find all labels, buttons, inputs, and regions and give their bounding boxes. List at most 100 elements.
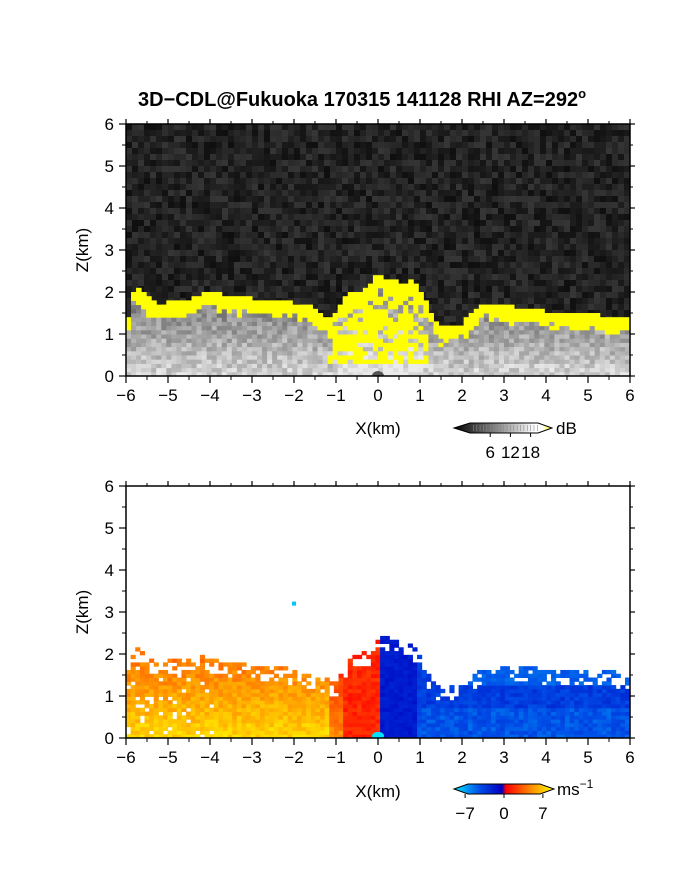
reflectivity-noise-cell: [174, 268, 180, 274]
reflectivity-noise-cell: [354, 130, 360, 136]
reflectivity-noise-cell: [510, 274, 516, 280]
reflectivity-noise-cell: [246, 220, 252, 226]
reflectivity-cell: [141, 317, 147, 322]
reflectivity-noise-cell: [210, 214, 216, 220]
reflectivity-noise-cell: [282, 202, 288, 208]
reflectivity-noise-cell: [576, 256, 582, 262]
reflectivity-cell: [403, 321, 409, 327]
reflectivity-cell: [463, 346, 470, 352]
reflectivity-noise-cell: [438, 220, 444, 226]
reflectivity-cell: [393, 304, 399, 310]
reflectivity-cell: [357, 355, 364, 360]
reflectivity-cell: [342, 321, 349, 327]
reflectivity-noise-cell: [504, 148, 510, 154]
reflectivity-cell: [347, 308, 354, 314]
reflectivity-noise-cell: [234, 244, 240, 250]
reflectivity-cell: [307, 325, 313, 331]
reflectivity-noise-cell: [336, 274, 342, 280]
reflectivity-noise-cell: [318, 208, 324, 214]
reflectivity-noise-cell: [396, 166, 402, 172]
reflectivity-cell: [448, 350, 455, 356]
reflectivity-noise-cell: [504, 250, 510, 256]
reflectivity-noise-cell: [492, 172, 498, 178]
reflectivity-noise-cell: [522, 196, 528, 202]
reflectivity-noise-cell: [360, 160, 366, 166]
reflectivity-noise-cell: [588, 178, 594, 184]
reflectivity-cell: [383, 329, 389, 335]
reflectivity-noise-cell: [432, 130, 438, 136]
reflectivity-noise-cell: [306, 202, 312, 208]
reflectivity-cell: [166, 321, 172, 327]
reflectivity-cell: [156, 308, 162, 314]
reflectivity-noise-cell: [138, 202, 144, 208]
reflectivity-noise-cell: [300, 130, 306, 136]
reflectivity-cell: [131, 346, 137, 352]
reflectivity-cell: [166, 334, 172, 339]
reflectivity-noise-cell: [624, 274, 630, 280]
reflectivity-cell: [388, 317, 394, 322]
reflectivity-cell: [176, 371, 182, 376]
reflectivity-noise-cell: [468, 214, 474, 220]
reflectivity-cell: [483, 342, 490, 348]
reflectivity-cell: [257, 371, 263, 376]
reflectivity-noise-cell: [270, 184, 276, 190]
reflectivity-cell: [231, 317, 238, 322]
reflectivity-cell: [428, 355, 434, 360]
reflectivity-cell: [478, 334, 485, 339]
reflectivity-noise-cell: [594, 178, 600, 184]
reflectivity-noise-cell: [558, 160, 564, 166]
reflectivity-cell: [372, 304, 379, 310]
reflectivity-cell: [337, 367, 344, 373]
reflectivity-noise-cell: [210, 280, 216, 286]
reflectivity-cell: [478, 367, 485, 373]
reflectivity-cell: [252, 313, 258, 318]
reflectivity-cell: [211, 355, 218, 360]
reflectivity-noise-cell: [408, 160, 414, 166]
reflectivity-noise-cell: [348, 124, 354, 130]
reflectivity-noise-cell: [390, 154, 396, 160]
reflectivity-cell: [236, 308, 243, 314]
reflectivity-noise-cell: [228, 208, 234, 214]
reflectivity-cell: [277, 346, 283, 352]
reflectivity-noise-cell: [438, 250, 444, 256]
reflectivity-cell: [403, 325, 409, 331]
reflectivity-cell: [423, 313, 429, 318]
reflectivity-cell: [463, 359, 470, 364]
reflectivity-noise-cell: [216, 214, 222, 220]
reflectivity-cell: [529, 346, 535, 352]
reflectivity-noise-cell: [450, 256, 456, 262]
reflectivity-noise-cell: [498, 196, 504, 202]
reflectivity-noise-cell: [126, 310, 132, 316]
reflectivity-cell: [196, 300, 203, 306]
reflectivity-noise-cell: [546, 238, 552, 244]
reflectivity-noise-cell: [168, 166, 174, 172]
reflectivity-cell: [246, 313, 253, 318]
reflectivity-cell: [186, 313, 193, 318]
reflectivity-noise-cell: [384, 238, 390, 244]
reflectivity-cell: [287, 371, 293, 376]
reflectivity-noise-cell: [222, 244, 228, 250]
reflectivity-noise-cell: [354, 268, 360, 274]
reflectivity-noise-cell: [246, 190, 252, 196]
reflectivity-noise-cell: [168, 244, 174, 250]
reflectivity-noise-cell: [198, 256, 204, 262]
reflectivity-cell: [252, 308, 258, 314]
reflectivity-noise-cell: [156, 142, 162, 148]
reflectivity-cell: [347, 359, 354, 364]
reflectivity-noise-cell: [390, 262, 396, 268]
reflectivity-cell: [146, 321, 152, 327]
reflectivity-cell: [252, 300, 258, 306]
reflectivity-cell: [493, 317, 500, 322]
reflectivity-cell: [403, 334, 409, 339]
reflectivity-noise-cell: [288, 172, 294, 178]
reflectivity-cell: [252, 350, 258, 356]
reflectivity-cell: [181, 300, 187, 306]
reflectivity-noise-cell: [582, 142, 588, 148]
reflectivity-noise-cell: [426, 166, 432, 172]
reflectivity-noise-cell: [342, 154, 348, 160]
reflectivity-noise-cell: [558, 286, 564, 292]
reflectivity-noise-cell: [132, 256, 138, 262]
reflectivity-noise-cell: [174, 130, 180, 136]
reflectivity-cell: [171, 350, 177, 356]
reflectivity-noise-cell: [414, 124, 420, 130]
